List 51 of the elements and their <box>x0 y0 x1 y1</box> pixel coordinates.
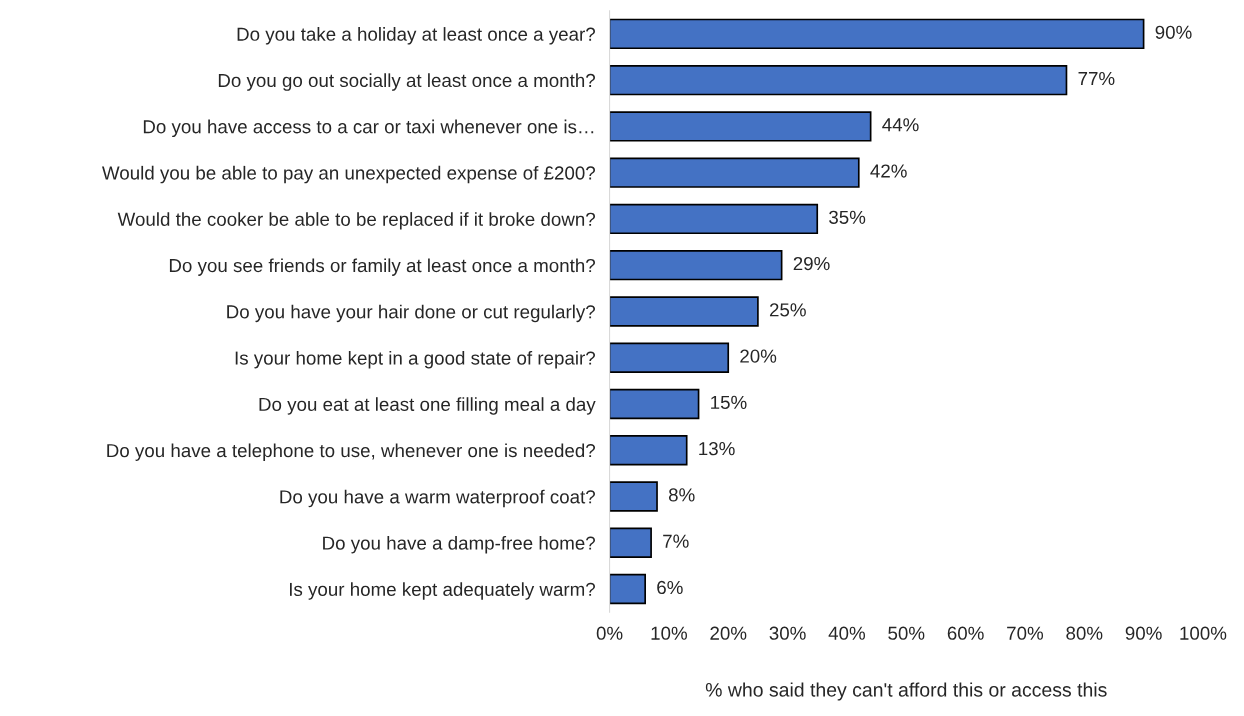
bar <box>609 203 819 235</box>
x-tick-label: 70% <box>1007 626 1044 640</box>
y-tick-label: Would you be able to pay an unexpected expense of £200? <box>102 165 596 184</box>
bar <box>609 342 730 373</box>
data-label: 35% <box>829 210 866 224</box>
x-tick-label: 40% <box>828 626 866 640</box>
data-label: 6% <box>657 580 683 595</box>
bar <box>609 296 759 327</box>
y-tick-label: Do you have access to a car or taxi whenever one is… <box>143 119 594 138</box>
data-label: 44% <box>882 118 919 132</box>
y-tick-label: Do you take a holiday at least once a year? <box>237 27 595 45</box>
bar <box>609 18 1145 50</box>
data-label: 8% <box>668 488 695 502</box>
bar <box>609 573 646 605</box>
bar <box>609 435 688 466</box>
bar <box>609 481 658 512</box>
x-tick-label: 80% <box>1066 626 1103 640</box>
y-tick-label: Would the cooker be able to be replaced if it broke down? <box>117 212 596 230</box>
y-tick-label: Is your home kept adequately warm? <box>289 582 595 600</box>
data-label: 13% <box>699 442 735 456</box>
data-label: 90% <box>1155 25 1192 39</box>
y-tick-label: Do you go out socially at least once a month? <box>218 73 595 91</box>
x-tick-label: 30% <box>769 626 806 640</box>
y-tick-label: Do you have a damp-free home? <box>323 535 595 554</box>
y-tick-label: Is your home kept in a good state of repair? <box>235 350 595 369</box>
data-label: 29% <box>793 256 830 271</box>
y-tick-label: Do you eat at least one filling meal a day <box>259 397 596 415</box>
x-tick-label: 100% <box>1180 626 1227 640</box>
data-label: 77% <box>1078 71 1115 86</box>
bar <box>609 527 652 558</box>
data-label: 20% <box>740 349 777 363</box>
x-tick-label: 0% <box>596 626 623 640</box>
bar <box>609 388 700 420</box>
x-tick-label: 50% <box>888 626 925 640</box>
data-label: 15% <box>711 395 747 410</box>
y-tick-label: Do you have a warm waterproof coat? <box>280 489 595 508</box>
x-axis-title: % who said they can't afford this or access this <box>705 682 1107 701</box>
data-label: 42% <box>870 164 907 178</box>
x-tick-label: 90% <box>1125 626 1162 640</box>
bar <box>609 111 872 142</box>
bar <box>609 250 783 281</box>
x-tick-label: 10% <box>651 626 687 640</box>
bar <box>609 64 1068 96</box>
y-tick-label: Do you see friends or family at least once a month? <box>169 258 596 276</box>
y-tick-label: Do you have a telephone to use, whenever one is needed? <box>107 443 596 461</box>
y-tick-label: Do you have your hair done or cut regularly? <box>227 304 595 323</box>
bar <box>609 157 860 188</box>
x-tick-label: 20% <box>710 626 747 640</box>
data-label: 7% <box>663 534 689 548</box>
x-tick-label: 60% <box>947 626 984 640</box>
data-label: 25% <box>769 303 806 317</box>
